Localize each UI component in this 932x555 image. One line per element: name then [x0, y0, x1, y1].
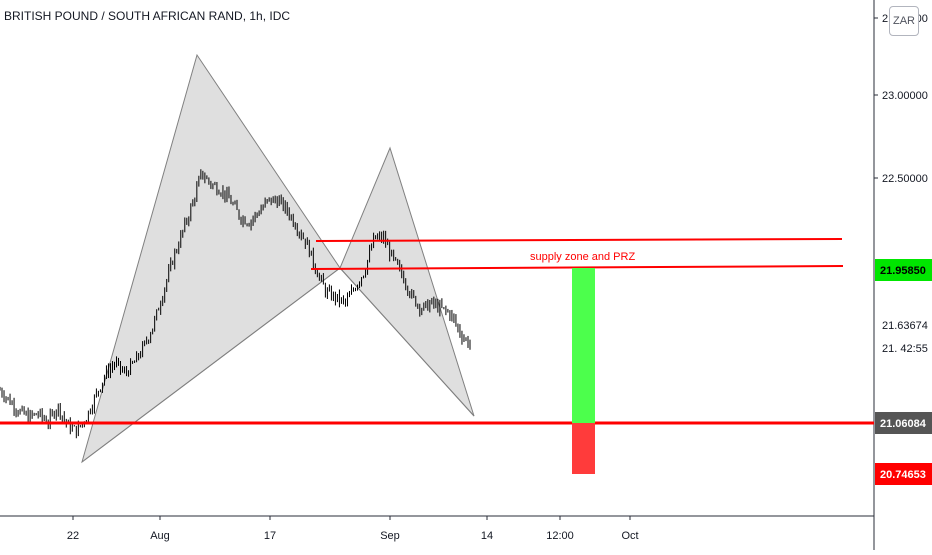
x-tick-label: Sep: [380, 530, 400, 542]
zone-lower-line: [310, 265, 844, 270]
countdown-label: 21. 42:55: [882, 343, 928, 355]
pattern-leg: [81, 267, 341, 463]
x-tick-label: 14: [481, 530, 493, 542]
currency-button[interactable]: ZAR: [889, 6, 919, 36]
x-tick-label: 17: [264, 530, 276, 542]
x-tick-label: 12:00: [546, 530, 574, 542]
x-tick-label: Oct: [621, 530, 638, 542]
zone-upper-line: [315, 238, 843, 242]
price-badge: [875, 463, 932, 485]
price-badge-label: 20.74653: [880, 469, 926, 481]
price-badge: [875, 412, 932, 434]
pattern-leg: [339, 267, 475, 417]
x-tick-label: 22: [67, 530, 79, 542]
pattern-triangle-bcd: [339, 146, 475, 417]
price-badge-label: 21.06084: [880, 418, 927, 430]
price-badge-label: 21.95850: [880, 265, 926, 277]
pattern-triangle-xab: [81, 53, 341, 464]
price-badge: [875, 259, 932, 281]
y-tick-label: 23.00000: [882, 90, 928, 102]
chart-title: BRITISH POUND / SOUTH AFRICAN RAND, 1h, …: [4, 9, 291, 23]
risk-reward-profit-box: [572, 268, 595, 423]
last-price-label: 21.63674: [882, 320, 928, 332]
y-tick-label: 22.50000: [882, 173, 928, 185]
zone-annotation-label: supply zone and PRZ: [530, 251, 635, 263]
x-tick-label: Aug: [150, 530, 170, 542]
risk-reward-loss-box: [572, 423, 595, 474]
